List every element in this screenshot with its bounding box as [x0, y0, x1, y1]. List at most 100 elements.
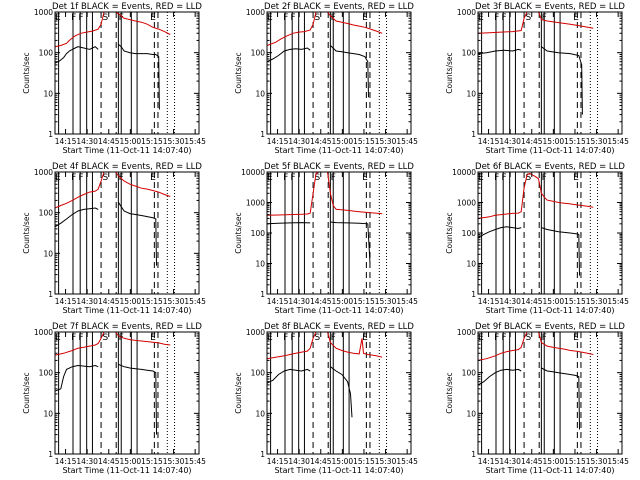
y-tick-label: 1 — [260, 130, 265, 139]
y-tick-label: 1 — [260, 290, 265, 299]
y-tick-label: 1000 — [457, 199, 476, 208]
events-series-line — [477, 226, 580, 276]
y-tick-label: 1000 — [246, 8, 265, 17]
y-tick-label: 1 — [48, 450, 53, 459]
events-series-line — [54, 44, 160, 110]
x-tick-label: 15:00 — [120, 297, 142, 306]
x-tick-label: 15:45 — [184, 137, 206, 146]
x-tick-label: 15:00 — [543, 137, 565, 146]
event-marker-label: E — [478, 173, 484, 183]
event-marker-label: F — [501, 173, 506, 183]
y-tick-label: 1 — [471, 130, 476, 139]
y-tick-label: 10 — [43, 249, 53, 258]
x-tick-label: 15:45 — [396, 297, 418, 306]
event-marker-label: F — [331, 173, 336, 183]
y-tick-label: 100 — [462, 49, 477, 58]
x-axis-title: Start Time (11-Oct-11 14:07:40) — [62, 466, 191, 475]
plot-frame — [477, 171, 623, 295]
y-tick-label: 1 — [260, 450, 265, 459]
event-marker-label: S — [103, 13, 109, 23]
panel-title: Det 6f BLACK = Events, RED = LLD — [475, 162, 625, 172]
lld-series-line — [477, 172, 594, 219]
x-tick-label: 15:45 — [396, 457, 418, 466]
x-tick-label: 15:00 — [543, 297, 565, 306]
x-tick-label: 15:00 — [120, 457, 142, 466]
event-marker-label: S — [315, 13, 321, 23]
event-marker-label: S — [315, 173, 321, 183]
event-marker-label: E — [267, 13, 273, 23]
event-marker-label: F — [283, 333, 288, 343]
x-tick-label: 14:30 — [76, 137, 98, 146]
y-tick-label: 100 — [462, 229, 477, 238]
y-tick-label: 10 — [255, 260, 265, 269]
x-tick-label: 15:00 — [332, 457, 354, 466]
y-tick-label: 10 — [255, 89, 265, 98]
x-tick-label: 15:30 — [375, 137, 397, 146]
lld-series-line — [266, 331, 383, 360]
event-marker-label: F — [542, 173, 547, 183]
x-tick-label: 15:15 — [353, 457, 375, 466]
plot-frame — [54, 331, 200, 455]
y-axis-title: Counts/sec — [22, 52, 31, 93]
events-series-line — [266, 366, 353, 418]
event-marker-label: S — [103, 333, 109, 343]
events-series-line — [266, 45, 369, 98]
panel-title: Det 4f BLACK = Events, RED = LLD — [52, 162, 202, 172]
x-tick-label: 15:30 — [375, 457, 397, 466]
panel-title: Det 3f BLACK = Events, RED = LLD — [475, 2, 625, 12]
x-axis-title: Start Time (11-Oct-11 14:07:40) — [62, 306, 191, 315]
x-tick-label: 14:45 — [98, 137, 120, 146]
x-tick-label: 14:15 — [478, 137, 500, 146]
y-tick-label: 1 — [48, 130, 53, 139]
x-tick-label: 15:30 — [586, 297, 608, 306]
x-tick-label: 14:45 — [98, 457, 120, 466]
x-tick-label: 15:45 — [607, 297, 629, 306]
x-tick-label: 15:45 — [607, 137, 629, 146]
x-axis-title: Start Time (11-Oct-11 14:07:40) — [485, 466, 614, 475]
event-marker-label: F — [494, 173, 499, 183]
x-tick-label: 14:30 — [499, 137, 521, 146]
y-tick-label: 10000 — [452, 168, 476, 177]
events-series-line — [477, 46, 583, 115]
event-marker-label: E — [55, 13, 61, 23]
event-marker-label: F — [78, 13, 83, 23]
y-tick-label: 10 — [466, 409, 476, 418]
x-tick-label: 14:30 — [288, 457, 310, 466]
y-axis-title: Counts/sec — [445, 212, 454, 253]
x-tick-label: 14:30 — [499, 297, 521, 306]
x-tick-label: 14:15 — [267, 457, 289, 466]
plot-frame — [54, 11, 200, 135]
y-tick-label: 10 — [43, 89, 53, 98]
x-axis-title: Start Time (11-Oct-11 14:07:40) — [274, 146, 403, 155]
x-tick-label: 14:45 — [521, 457, 543, 466]
x-tick-label: 14:15 — [267, 137, 289, 146]
x-tick-label: 14:45 — [310, 457, 332, 466]
y-axis-title: Counts/sec — [22, 212, 31, 253]
event-marker-label: F — [71, 13, 76, 23]
event-marker-label: F — [283, 173, 288, 183]
x-tick-label: 15:15 — [564, 137, 586, 146]
event-marker-label: F — [283, 13, 288, 23]
y-tick-label: 10 — [255, 409, 265, 418]
x-tick-label: 15:00 — [543, 457, 565, 466]
event-marker-label: F — [542, 333, 547, 343]
event-marker-label: E — [150, 13, 156, 23]
event-marker-label: E — [55, 173, 61, 183]
x-tick-label: 15:30 — [586, 137, 608, 146]
y-tick-label: 1000 — [457, 328, 476, 337]
event-marker-label: E — [150, 173, 156, 183]
event-marker-label: F — [331, 333, 336, 343]
x-tick-label: 15:30 — [163, 457, 185, 466]
event-marker-label: F — [290, 173, 295, 183]
y-axis-title: Counts/sec — [22, 372, 31, 413]
event-marker-label: E — [267, 173, 273, 183]
event-marker-label: E — [478, 13, 484, 23]
x-tick-label: 14:45 — [98, 297, 120, 306]
event-marker-label: E — [150, 333, 156, 343]
x-tick-label: 15:00 — [332, 137, 354, 146]
